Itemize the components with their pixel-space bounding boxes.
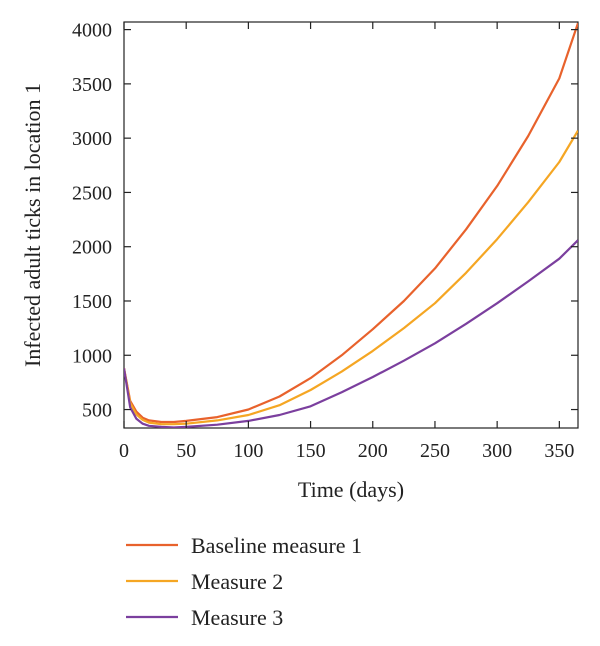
x-tick-label: 350 [544,440,574,462]
y-tick-label: 2000 [72,237,112,259]
y-axis-title: Infected adult ticks in location 1 [20,83,45,367]
y-tick-label: 500 [82,400,112,422]
series-line-3 [124,239,578,428]
series-line-2 [124,130,578,426]
plot-frame [123,21,579,429]
x-axis-title: Time (days) [298,477,404,502]
legend: Baseline measure 1 Measure 2 Measure 3 [126,533,362,630]
x-tick-label: 300 [482,440,512,462]
x-tick-label: 150 [296,440,326,462]
y-tick-label: 3500 [72,74,112,96]
legend-label-2: Measure 2 [191,569,283,594]
x-tick-label: 50 [176,440,196,462]
x-tick-label: 200 [358,440,388,462]
y-tick-label: 3000 [72,128,112,150]
legend-label-3: Measure 3 [191,605,283,630]
legend-label-1: Baseline measure 1 [191,533,362,558]
series-line-1 [124,22,578,424]
y-tick-label: 2500 [72,182,112,204]
y-tick-label: 1000 [72,345,112,367]
y-tick-label: 4000 [72,20,112,42]
x-tick-label: 100 [233,440,263,462]
x-tick-label: 250 [420,440,450,462]
y-tick-label: 1500 [72,291,112,313]
x-tick-label: 0 [119,440,129,462]
